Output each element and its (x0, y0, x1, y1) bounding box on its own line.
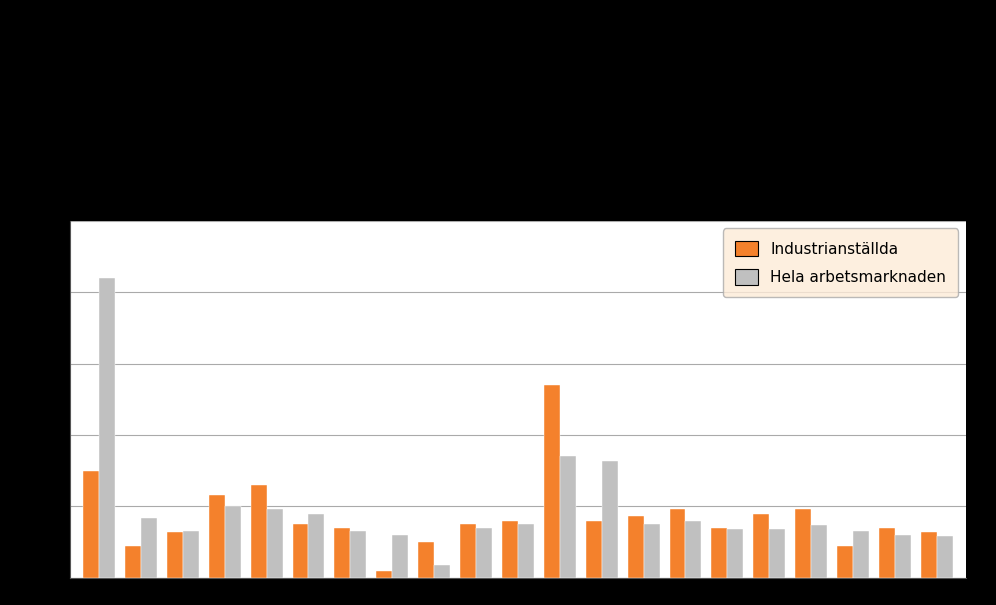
Bar (502, 521, 518, 578)
Bar (544, 385, 560, 578)
Bar (643, 523, 659, 578)
Bar (140, 518, 156, 578)
Bar (518, 523, 534, 578)
Bar (460, 523, 476, 578)
Bar (376, 571, 392, 578)
Bar (895, 535, 910, 578)
Bar (335, 528, 351, 578)
Bar (167, 532, 183, 578)
Bar (727, 529, 743, 578)
Bar (83, 471, 99, 578)
Bar (351, 531, 367, 578)
Bar (811, 525, 827, 578)
Bar (879, 528, 895, 578)
Bar (392, 535, 408, 578)
Bar (476, 528, 492, 578)
Bar (937, 537, 953, 578)
Bar (669, 509, 685, 578)
Bar (225, 506, 241, 578)
Bar (251, 485, 267, 578)
Bar (99, 278, 115, 578)
Bar (795, 509, 811, 578)
Bar (560, 456, 576, 578)
Bar (418, 542, 434, 578)
Bar (685, 521, 701, 578)
Bar (586, 521, 602, 578)
Bar (627, 517, 643, 578)
Bar (753, 514, 769, 578)
Legend: Industrianställda, Hela arbetsmarknaden: Industrianställda, Hela arbetsmarknaden (723, 229, 958, 297)
Bar (125, 546, 140, 578)
Bar (853, 531, 869, 578)
Bar (209, 495, 225, 578)
Bar (837, 546, 853, 578)
Bar (711, 528, 727, 578)
Bar (921, 532, 937, 578)
Bar (183, 531, 199, 578)
Bar (434, 565, 450, 578)
Bar (293, 523, 309, 578)
Bar (769, 529, 785, 578)
Bar (309, 514, 325, 578)
Bar (602, 460, 618, 578)
Bar (267, 509, 283, 578)
